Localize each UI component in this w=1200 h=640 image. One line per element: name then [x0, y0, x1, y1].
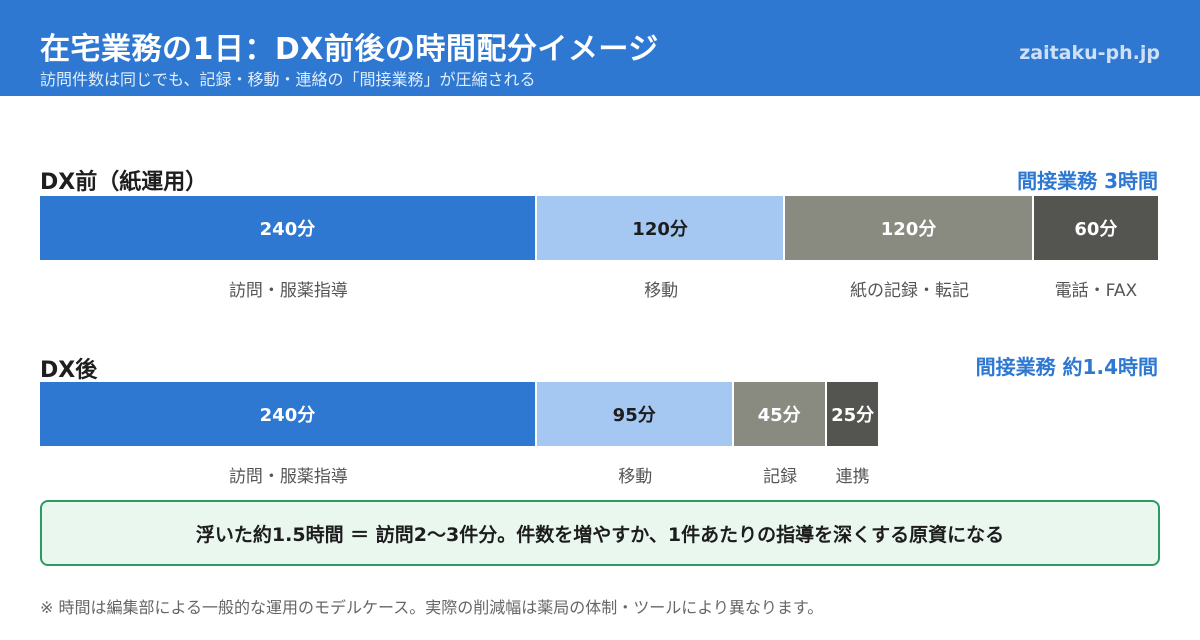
category-label: 連携	[835, 467, 870, 487]
category-label: 移動	[618, 467, 653, 487]
category-label: 訪問・服薬指導	[228, 467, 348, 487]
category-label: 記録	[763, 467, 798, 487]
bar-segment: 45分	[733, 382, 825, 446]
site-name: zaitaku-ph.jp	[1019, 42, 1160, 64]
bar-segment: 120分	[785, 196, 1032, 260]
row-total-after: 間接業務 約1.4時間	[975, 355, 1158, 379]
page-title: 在宅業務の1日：DX前後の時間配分イメージ	[40, 32, 659, 67]
category-label: 移動	[644, 281, 679, 301]
row-label-after: DX後	[40, 358, 98, 383]
header-banner: 在宅業務の1日：DX前後の時間配分イメージ 訪問件数は同じでも、記録・移動・連絡…	[0, 0, 1200, 96]
bar-segment: 95分	[536, 382, 732, 446]
page-subtitle: 訪問件数は同じでも、記録・移動・連絡の「間接業務」が圧縮される	[40, 70, 536, 89]
bar-segment: 240分	[40, 196, 535, 260]
row-label-before: DX前（紙運用）	[40, 170, 208, 195]
summary-callout: 浮いた約1.5時間 ＝ 訪問2〜3件分。件数を増やすか、1件あたりの指導を深くす…	[40, 500, 1160, 566]
category-label: 訪問・服薬指導	[228, 281, 348, 301]
bar-segment: 240分	[40, 382, 535, 446]
bar-segment: 120分	[536, 196, 784, 260]
bar-segment: 25分	[826, 382, 879, 446]
bar-segment: 60分	[1033, 196, 1158, 260]
category-label: 電話・FAX	[1054, 281, 1138, 301]
footnote: ※ 時間は編集部による一般的な運用のモデルケース。実際の削減幅は薬局の体制・ツー…	[40, 598, 824, 617]
category-label: 紙の記録・転記	[850, 281, 970, 301]
row-total-before: 間接業務 3時間	[1017, 169, 1158, 193]
